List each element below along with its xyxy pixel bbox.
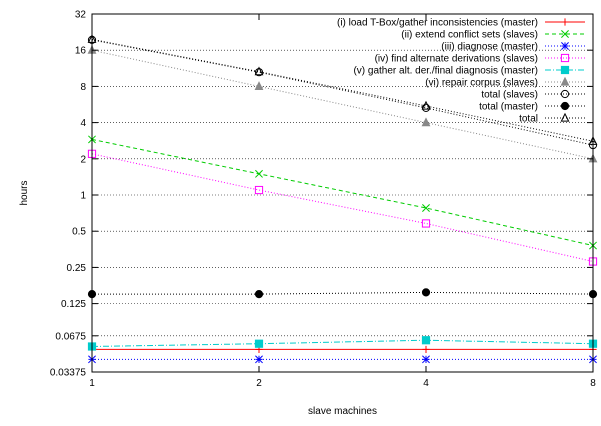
data-point-s1-3	[422, 345, 430, 354]
data-point-s6-3	[421, 117, 431, 127]
y-tick-label: 32	[75, 10, 87, 21]
y-tick-label: 0.5	[72, 227, 86, 238]
y-axis-title: hours	[19, 180, 30, 205]
legend-label-7: total (slaves)	[481, 90, 538, 101]
legend-marker-5	[560, 65, 570, 75]
x-axis-title: slave machines	[308, 406, 377, 417]
legend-marker-3	[561, 42, 569, 50]
series-line-5	[91, 339, 594, 347]
x-tick-label: 4	[423, 378, 429, 389]
plot-frame	[91, 13, 594, 373]
y-tick-label: 0.125	[61, 299, 86, 310]
series-line-8	[92, 291, 594, 295]
series-line-9	[91, 38, 594, 142]
series-line-7	[91, 39, 594, 146]
legend-marker-1	[561, 18, 569, 26]
series-line-4	[91, 153, 594, 262]
series-lines	[91, 38, 594, 360]
legend-label-4: (iv) find alternate derivations (slaves)	[375, 54, 538, 65]
data-point-s7-3	[421, 103, 431, 113]
legend-label-3: (iii) diagnose (master)	[441, 42, 538, 53]
data-point-s5-3	[421, 336, 431, 345]
data-point-s9-3	[421, 100, 431, 110]
y-tick-label: 16	[75, 46, 87, 57]
data-point-s4-3	[421, 219, 431, 228]
legend-marker-2	[561, 30, 569, 38]
legend-label-2: (ii) extend conflict sets (slaves)	[401, 30, 538, 41]
data-point-s8-2	[254, 289, 264, 299]
y-tick-label: 2	[80, 154, 86, 165]
x-ticks: 1 2 4 8	[89, 14, 596, 389]
legend-marker-6	[560, 76, 570, 86]
x-tick-label: 1	[89, 378, 95, 389]
legend-marker-7	[560, 89, 570, 99]
legend-marker-8	[560, 101, 570, 111]
data-point-s2-2	[255, 169, 263, 178]
y-ticks: 0.03375 0.0675 0.125 0.25 0.5 1 2 4 8 16 32	[50, 10, 593, 379]
y-tick-label: 8	[80, 82, 86, 93]
legend-label-8: total (master)	[479, 102, 538, 113]
data-point-s9-2	[254, 66, 264, 76]
y-tick-label: 0.03375	[50, 368, 87, 379]
data-point-s3-2	[255, 355, 263, 364]
legend-marker-9	[560, 112, 570, 122]
data-point-s8-3	[421, 288, 431, 297]
y-tick-label: 0.25	[67, 263, 87, 274]
x-tick-label: 2	[256, 378, 262, 389]
y-tick-label: 0.0675	[55, 331, 86, 342]
legend-label-5: (v) gather alt. der./final diagnosis (ma…	[353, 66, 538, 77]
data-point-s3-3	[422, 355, 430, 364]
legend-label-9: total	[519, 114, 538, 125]
legend-label-1: (i) load T-Box/gather inconsistencies (m…	[337, 18, 538, 29]
y-tick-label: 1	[80, 191, 86, 202]
data-point-s6-2	[254, 81, 264, 91]
data-point-s2-3	[422, 204, 430, 212]
x-tick-label: 8	[590, 378, 596, 389]
legend: (i) load T-Box/gather inconsistencies (m…	[337, 18, 585, 125]
series-line-2	[91, 138, 594, 247]
data-point-s5-2	[254, 339, 264, 348]
data-point-s4-2	[254, 185, 264, 195]
legend-marker-4	[560, 53, 570, 63]
y-tick-label: 4	[80, 118, 86, 129]
legend-label-6: (vi) repair corpus (slaves)	[425, 78, 538, 89]
